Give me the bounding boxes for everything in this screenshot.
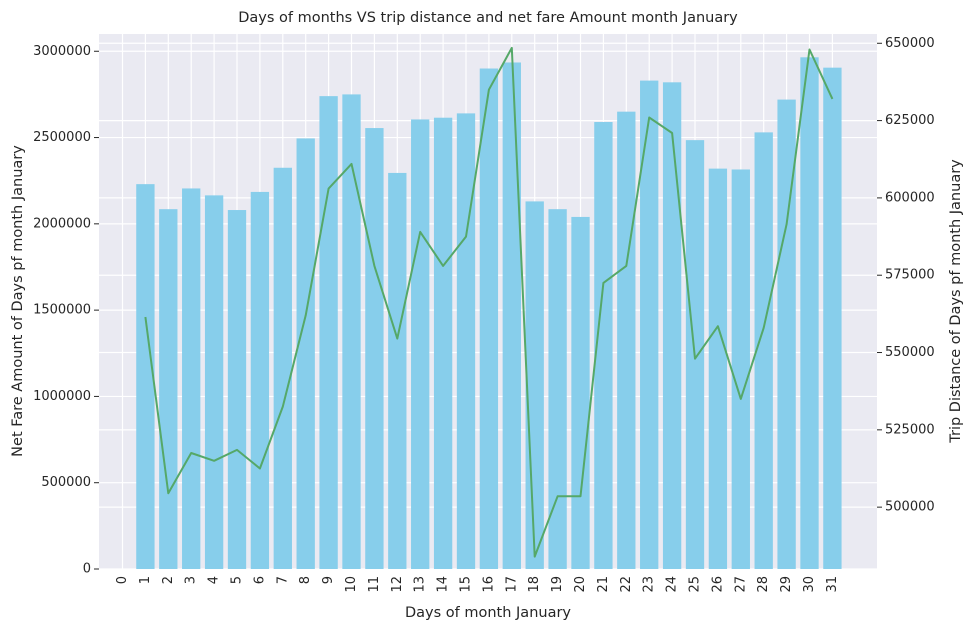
y2-axis-label: Trip Distance of Days pf month January <box>948 159 964 444</box>
y-tick-label-3000000: 3000000 <box>33 44 91 59</box>
bar-day-6 <box>250 191 270 569</box>
y-tick-label-2000000: 2000000 <box>33 216 91 231</box>
line-series <box>144 46 834 558</box>
y-tick-label-0: 0 <box>83 562 91 577</box>
x-tick-label-20: 20 <box>573 576 588 593</box>
bar-day-12 <box>388 172 407 569</box>
x-tick-label-24: 24 <box>665 576 680 593</box>
bar-day-31 <box>823 67 842 569</box>
x-tick-label-7: 7 <box>275 576 290 584</box>
y2-tick-label-525000: 525000 <box>885 422 935 437</box>
x-tick-label-23: 23 <box>642 576 657 593</box>
bar-day-19 <box>548 209 567 569</box>
x-tick-label-16: 16 <box>481 576 496 593</box>
bar-day-27 <box>731 169 750 569</box>
bar-day-2 <box>159 209 178 569</box>
y2-tick-label-650000: 650000 <box>885 36 935 51</box>
y-ticks: 0 500000 1000000 1500000 2000000 2500000 30000… <box>33 44 99 577</box>
x-ticks: 0 1 2 3 4 5 6 7 8 9 10 11 12 13 14 15 16 17 18 19 20 21 22 23 24… <box>115 576 840 593</box>
x-tick-label-6: 6 <box>252 576 267 584</box>
x-tick-label-13: 13 <box>413 576 428 593</box>
bar-day-10 <box>342 94 361 569</box>
bar-day-14 <box>433 117 453 570</box>
chart-title: Days of months VS trip distance and net … <box>238 10 738 26</box>
trip-distance-line <box>144 46 834 558</box>
bar-day-9 <box>319 96 338 570</box>
y2-tick-label-575000: 575000 <box>885 268 935 283</box>
bar-day-20 <box>571 216 590 569</box>
y-tick-label-1500000: 1500000 <box>33 303 91 318</box>
x-axis-label: Days of month January <box>405 605 571 621</box>
bar-day-28 <box>754 132 773 569</box>
bar-day-16 <box>479 68 499 570</box>
y2-ticks: 500000 525000 550000 575000 600000 625000 6500… <box>877 36 935 515</box>
bar-day-8 <box>296 138 315 569</box>
bar-day-18 <box>525 201 544 569</box>
bar-day-7 <box>273 167 292 569</box>
x-tick-label-31: 31 <box>825 576 840 593</box>
x-tick-label-14: 14 <box>436 576 451 593</box>
y-tick-label-500000: 500000 <box>41 475 91 490</box>
bar-day-30 <box>800 57 819 569</box>
x-tick-label-26: 26 <box>710 576 725 593</box>
bar-day-24 <box>662 82 682 570</box>
x-tick-label-0: 0 <box>115 576 130 584</box>
bar-day-11 <box>365 128 384 569</box>
bar-day-23 <box>640 80 659 569</box>
x-tick-label-11: 11 <box>367 576 382 593</box>
x-tick-label-19: 19 <box>550 576 565 593</box>
x-tick-label-29: 29 <box>779 576 794 593</box>
bar-day-29 <box>777 99 796 570</box>
x-tick-label-5: 5 <box>230 576 245 584</box>
x-tick-label-18: 18 <box>527 576 542 593</box>
bar-day-22 <box>617 111 636 570</box>
y2-tick-label-550000: 550000 <box>885 345 935 360</box>
x-tick-label-2: 2 <box>161 576 176 584</box>
x-tick-label-3: 3 <box>184 576 199 584</box>
x-tick-label-27: 27 <box>733 576 748 593</box>
x-tick-label-17: 17 <box>504 576 519 593</box>
x-tick-label-21: 21 <box>596 576 611 593</box>
y-tick-label-1000000: 1000000 <box>33 389 91 404</box>
y2-tick-label-600000: 600000 <box>885 190 935 205</box>
bars <box>136 57 842 570</box>
bar-day-3 <box>182 188 201 570</box>
x-tick-label-25: 25 <box>688 576 703 593</box>
bar-day-1 <box>136 184 155 570</box>
x-tick-label-9: 9 <box>321 576 336 584</box>
x-tick-label-22: 22 <box>619 576 634 593</box>
x-tick-label-15: 15 <box>459 576 474 593</box>
x-tick-label-10: 10 <box>344 576 359 593</box>
bar-day-4 <box>204 195 224 569</box>
bar-day-26 <box>708 168 728 569</box>
x-tick-label-4: 4 <box>207 576 222 584</box>
bar-day-13 <box>411 119 430 569</box>
y-axis-label: Net Fare Amount of Days pf month January <box>10 145 26 457</box>
bar-day-5 <box>227 210 247 569</box>
x-tick-label-8: 8 <box>298 576 313 584</box>
y2-tick-label-500000: 500000 <box>885 500 935 515</box>
x-tick-label-12: 12 <box>390 576 405 593</box>
x-tick-label-28: 28 <box>756 576 771 593</box>
y-tick-label-2500000: 2500000 <box>33 130 91 145</box>
x-tick-label-30: 30 <box>802 576 817 593</box>
bar-day-17 <box>502 62 521 570</box>
y2-tick-label-625000: 625000 <box>885 113 935 128</box>
x-tick-label-1: 1 <box>138 576 153 584</box>
bar-day-15 <box>456 113 476 570</box>
bar-day-21 <box>594 122 613 570</box>
